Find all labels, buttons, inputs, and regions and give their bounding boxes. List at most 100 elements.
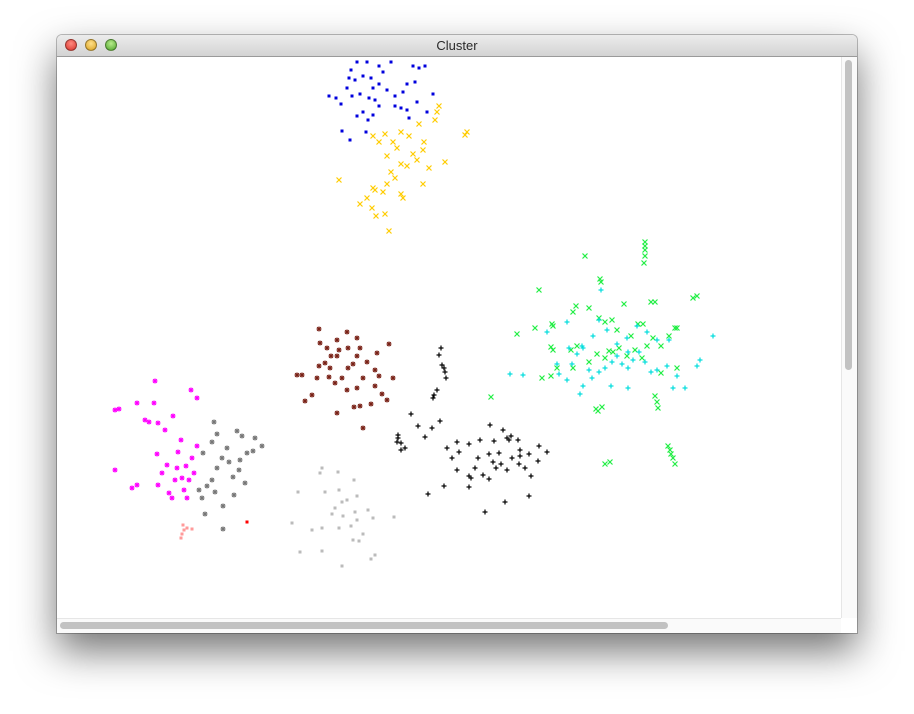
data-point bbox=[401, 90, 405, 94]
data-point bbox=[294, 372, 300, 378]
minimize-window-button[interactable] bbox=[85, 39, 97, 51]
data-point bbox=[570, 309, 576, 315]
data-point bbox=[550, 323, 556, 329]
data-point bbox=[654, 367, 660, 373]
data-point bbox=[345, 365, 351, 371]
data-point bbox=[159, 470, 165, 476]
close-window-button[interactable] bbox=[65, 39, 77, 51]
data-point bbox=[351, 404, 357, 410]
data-point bbox=[376, 373, 382, 379]
data-point bbox=[602, 365, 608, 371]
data-point bbox=[194, 395, 200, 401]
data-point bbox=[456, 449, 462, 455]
data-point bbox=[434, 387, 440, 393]
data-point bbox=[614, 341, 620, 347]
data-point bbox=[526, 493, 532, 499]
plot-area bbox=[57, 57, 857, 633]
data-point bbox=[442, 159, 448, 165]
data-point bbox=[345, 498, 349, 502]
data-point bbox=[594, 351, 600, 357]
data-point bbox=[550, 347, 556, 353]
data-point bbox=[429, 425, 435, 431]
data-point bbox=[417, 66, 421, 70]
data-point bbox=[333, 506, 337, 510]
data-point bbox=[606, 348, 612, 354]
data-point bbox=[536, 287, 542, 293]
data-point bbox=[472, 465, 478, 471]
data-point bbox=[515, 437, 521, 443]
data-point bbox=[341, 514, 345, 518]
data-point bbox=[364, 130, 368, 134]
data-point bbox=[151, 400, 157, 406]
data-point bbox=[477, 437, 483, 443]
data-point bbox=[316, 326, 322, 332]
data-point bbox=[442, 369, 448, 375]
data-point bbox=[672, 325, 678, 331]
data-point bbox=[431, 392, 437, 398]
data-point bbox=[395, 435, 401, 441]
data-point bbox=[310, 528, 314, 532]
data-point bbox=[354, 385, 360, 391]
data-point bbox=[242, 480, 248, 486]
horizontal-scroll-thumb[interactable] bbox=[60, 622, 668, 629]
data-point bbox=[544, 329, 550, 335]
data-point bbox=[377, 104, 381, 108]
vertical-scroll-thumb[interactable] bbox=[845, 60, 852, 370]
data-point bbox=[436, 352, 442, 358]
data-point bbox=[354, 353, 360, 359]
data-point bbox=[204, 483, 210, 489]
data-point bbox=[380, 189, 386, 195]
data-point bbox=[366, 508, 370, 512]
data-point bbox=[361, 532, 365, 536]
data-point bbox=[416, 121, 422, 127]
data-point bbox=[488, 394, 494, 400]
data-point bbox=[239, 433, 245, 439]
data-point bbox=[347, 76, 351, 80]
data-point bbox=[466, 484, 472, 490]
data-point bbox=[369, 557, 373, 561]
data-point bbox=[642, 239, 648, 245]
data-point bbox=[290, 521, 294, 525]
data-point bbox=[694, 293, 700, 299]
zoom-window-button[interactable] bbox=[105, 39, 117, 51]
data-point bbox=[349, 68, 353, 72]
data-point bbox=[630, 357, 636, 363]
data-point bbox=[371, 516, 375, 520]
data-point bbox=[367, 96, 371, 100]
data-point bbox=[358, 92, 362, 96]
title-bar[interactable]: Cluster bbox=[57, 35, 857, 57]
data-point bbox=[694, 363, 700, 369]
data-point bbox=[399, 106, 403, 110]
data-point bbox=[682, 385, 688, 391]
data-point bbox=[621, 301, 627, 307]
data-point bbox=[430, 395, 436, 401]
data-point bbox=[366, 118, 370, 122]
data-point bbox=[337, 488, 341, 492]
data-point bbox=[361, 110, 365, 114]
data-point bbox=[381, 70, 385, 74]
data-point bbox=[664, 363, 670, 369]
data-point bbox=[425, 110, 429, 114]
data-point bbox=[625, 385, 631, 391]
data-point bbox=[377, 82, 381, 86]
data-point bbox=[441, 365, 447, 371]
data-point bbox=[388, 169, 394, 175]
data-point bbox=[573, 303, 579, 309]
data-point bbox=[323, 490, 327, 494]
data-point bbox=[134, 482, 140, 488]
data-point bbox=[357, 539, 361, 543]
data-point bbox=[182, 528, 186, 532]
data-point bbox=[390, 139, 396, 145]
data-point bbox=[172, 477, 178, 483]
data-point bbox=[350, 361, 356, 367]
data-point bbox=[351, 538, 355, 542]
data-point bbox=[443, 375, 449, 381]
data-point bbox=[652, 393, 658, 399]
data-point bbox=[365, 60, 369, 64]
data-point bbox=[353, 510, 357, 514]
data-point bbox=[209, 439, 215, 445]
data-point bbox=[548, 344, 554, 350]
data-point bbox=[330, 512, 334, 516]
data-point bbox=[390, 375, 396, 381]
cluster-window: Cluster bbox=[57, 35, 857, 633]
